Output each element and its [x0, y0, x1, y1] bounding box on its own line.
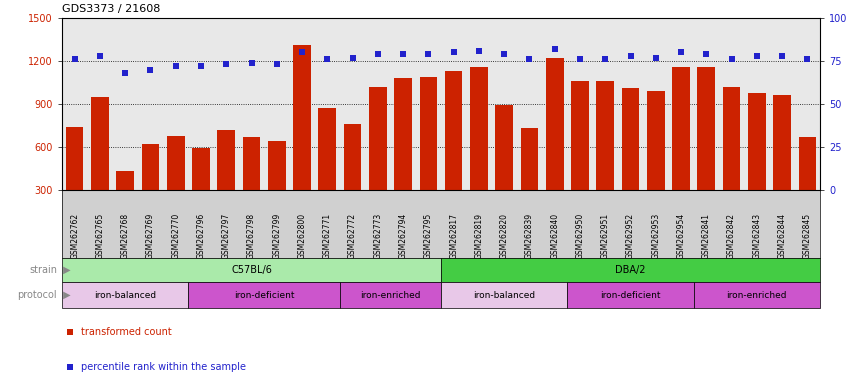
Text: C57BL/6: C57BL/6 — [231, 265, 272, 275]
Text: iron-deficient: iron-deficient — [233, 291, 294, 300]
Bar — [441, 258, 820, 282]
Bar — [167, 136, 184, 190]
Bar — [420, 77, 437, 190]
Bar — [141, 144, 159, 190]
Bar — [394, 78, 412, 190]
Bar — [217, 130, 235, 190]
Bar — [268, 141, 286, 190]
Bar — [571, 81, 589, 190]
Bar — [697, 67, 715, 190]
Bar — [343, 124, 361, 190]
Bar — [445, 71, 463, 190]
Text: GDS3373 / 21608: GDS3373 / 21608 — [62, 4, 161, 14]
Bar — [294, 45, 310, 190]
Bar — [647, 91, 665, 190]
Bar — [596, 81, 614, 190]
Bar — [318, 108, 336, 190]
Bar — [189, 282, 340, 308]
Bar — [192, 149, 210, 190]
Bar — [369, 87, 387, 190]
Bar — [116, 171, 134, 190]
Text: ▶: ▶ — [59, 265, 70, 275]
Text: iron-enriched: iron-enriched — [727, 291, 787, 300]
Bar — [62, 282, 189, 308]
Text: ▶: ▶ — [59, 290, 70, 300]
Text: iron-balanced: iron-balanced — [473, 291, 536, 300]
Bar — [91, 97, 109, 190]
Text: DBA/2: DBA/2 — [615, 265, 645, 275]
Text: protocol: protocol — [18, 290, 57, 300]
Text: transformed count: transformed count — [81, 327, 172, 337]
Bar — [441, 282, 568, 308]
Bar — [622, 88, 640, 190]
Text: percentile rank within the sample: percentile rank within the sample — [81, 362, 246, 372]
Bar — [340, 282, 441, 308]
Text: iron-deficient: iron-deficient — [601, 291, 661, 300]
Bar — [66, 127, 84, 190]
Text: iron-enriched: iron-enriched — [360, 291, 420, 300]
Bar — [568, 282, 694, 308]
Bar — [748, 93, 766, 190]
Bar — [495, 106, 513, 190]
Bar — [673, 67, 689, 190]
Bar — [722, 87, 740, 190]
Text: strain: strain — [29, 265, 57, 275]
Text: iron-balanced: iron-balanced — [94, 291, 157, 300]
Bar — [773, 95, 791, 190]
Bar — [243, 137, 261, 190]
Bar — [520, 128, 538, 190]
Bar — [62, 258, 441, 282]
Bar — [694, 282, 820, 308]
Bar — [546, 58, 563, 190]
Bar — [799, 137, 816, 190]
Bar — [470, 67, 488, 190]
